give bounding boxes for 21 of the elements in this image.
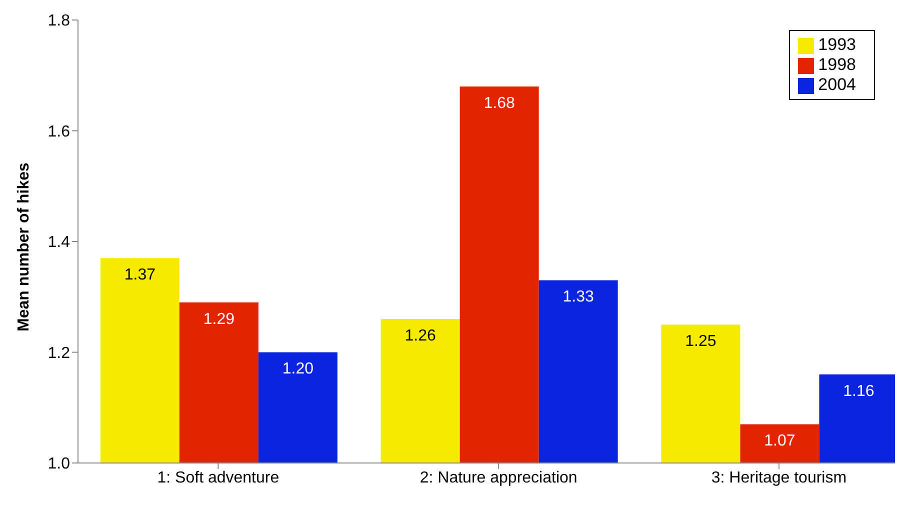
- x-tick-label: 2: Nature appreciation: [420, 469, 578, 486]
- legend-label: 2004: [818, 75, 856, 94]
- y-axis-title: Mean number of hikes: [16, 162, 33, 332]
- data-label: 1.25: [685, 332, 716, 350]
- legend-label: 1998: [818, 55, 856, 74]
- data-label: 1.07: [764, 432, 796, 450]
- y-tick-label: 1.6: [48, 123, 70, 140]
- data-label: 1.68: [484, 94, 515, 112]
- data-label: 1.37: [124, 266, 156, 284]
- y-tick-label: 1.0: [48, 456, 70, 473]
- x-tick-label: 1: Soft adventure: [157, 469, 280, 486]
- data-label: 1.16: [843, 382, 874, 400]
- y-tick-label: 1.2: [48, 344, 70, 362]
- data-label: 1.33: [562, 288, 594, 306]
- y-tick-label: 1.8: [48, 12, 70, 30]
- data-label: 1.26: [404, 327, 436, 344]
- legend-label: 1993: [818, 35, 856, 54]
- data-label: 1.29: [203, 310, 235, 328]
- x-tick-label: 3: Heritage tourism: [711, 469, 847, 486]
- y-tick-label: 1.4: [48, 234, 70, 252]
- data-label: 1.20: [282, 360, 314, 378]
